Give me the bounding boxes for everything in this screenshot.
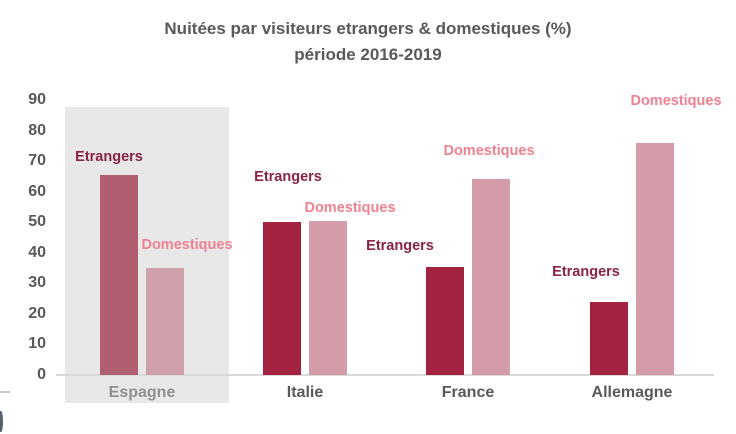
data-label-espagne-domestiques: Domestiques [141, 237, 233, 253]
data-label-italie-etrangers: Etrangers [254, 169, 322, 185]
y-tick-label-90: 90 [28, 91, 46, 108]
data-label-france-domestiques: Domestiques [443, 143, 535, 159]
bar-france-etrangers [426, 266, 464, 375]
bar-italie-domestiques [309, 220, 347, 375]
bar-espagne-domestiques [146, 268, 184, 375]
y-tick-label-60: 60 [28, 182, 46, 200]
x-category-label-allemagne: Allemagne [591, 384, 673, 401]
data-label-allemagne-etrangers: Etrangers [552, 264, 620, 280]
chart-title-line2: période 2016-2019 [294, 45, 442, 64]
x-axis-line [56, 374, 714, 376]
data-label-italie-domestiques: Domestiques [304, 200, 396, 216]
y-tick-label-30: 30 [28, 274, 46, 292]
bar-allemagne-domestiques [636, 142, 674, 375]
data-label-espagne-etrangers: Etrangers [75, 149, 143, 165]
y-tick-label-50: 50 [28, 213, 46, 231]
data-label-france-etrangers: Etrangers [366, 238, 434, 254]
y-tick-label-70: 70 [28, 152, 46, 170]
edge-artifact-dash [0, 391, 10, 393]
y-tick-label-10: 10 [28, 335, 46, 353]
x-category-label-italie: Italie [286, 384, 324, 401]
bar-france-domestiques [472, 179, 510, 375]
bar-italie-etrangers [263, 222, 301, 375]
y-tick-label-20: 20 [28, 304, 46, 322]
bar-espagne-etrangers [100, 174, 138, 375]
y-tick-label-80: 80 [28, 121, 46, 139]
y-tick-label-0: 0 [37, 366, 46, 383]
bar-allemagne-etrangers [590, 301, 628, 375]
chart-title: Nuitées par visiteurs etrangers & domest… [0, 16, 736, 68]
data-label-allemagne-domestiques: Domestiques [630, 93, 722, 109]
x-category-label-france: France [441, 384, 495, 401]
edge-artifact-sliver [0, 411, 3, 432]
x-category-label-espagne: Espagne [108, 384, 176, 401]
y-tick-label-40: 40 [28, 243, 46, 261]
chart-title-line1: Nuitées par visiteurs etrangers & domest… [164, 19, 572, 38]
